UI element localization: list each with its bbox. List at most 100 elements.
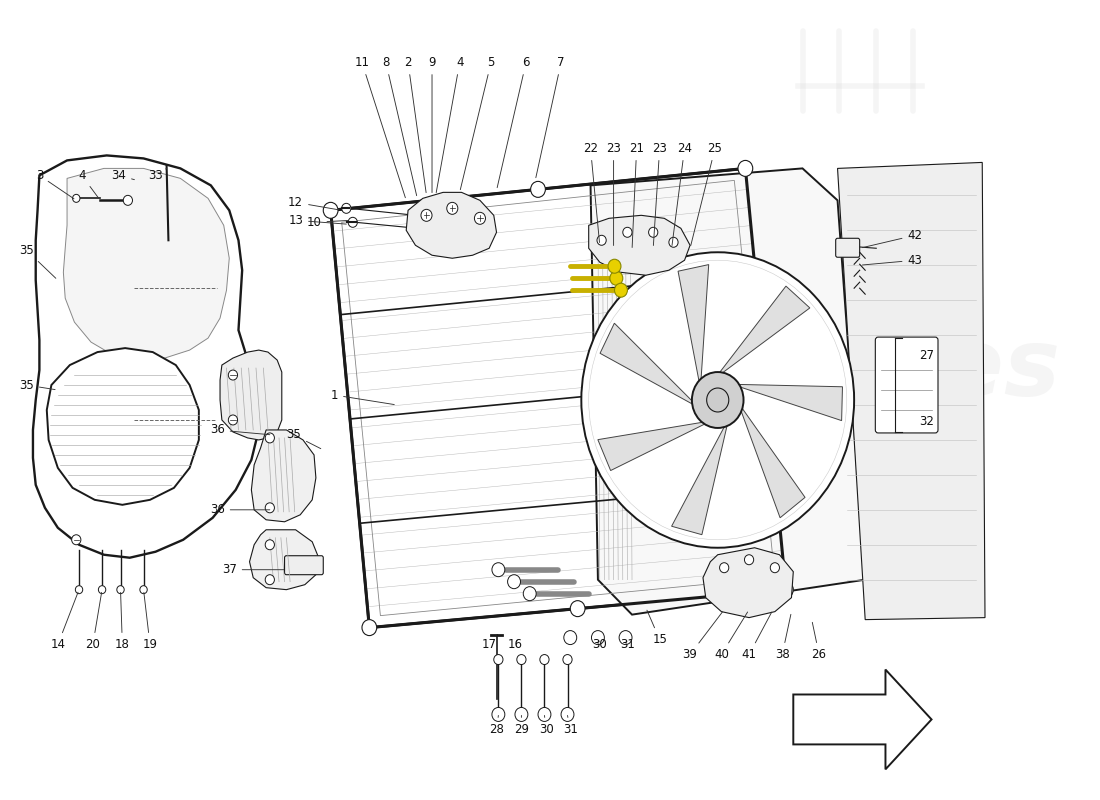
Circle shape <box>265 574 274 585</box>
Circle shape <box>779 582 793 598</box>
Text: 25: 25 <box>691 142 723 246</box>
Text: 4: 4 <box>78 169 99 198</box>
Circle shape <box>564 630 576 645</box>
Text: 32: 32 <box>920 415 934 429</box>
Text: 35: 35 <box>19 244 56 278</box>
Circle shape <box>362 620 376 635</box>
Polygon shape <box>715 286 810 378</box>
Text: 3: 3 <box>35 169 74 198</box>
Circle shape <box>538 707 551 722</box>
Polygon shape <box>732 384 843 421</box>
Circle shape <box>447 202 458 214</box>
Text: 7: 7 <box>536 56 564 178</box>
Circle shape <box>229 370 238 380</box>
Circle shape <box>507 574 520 589</box>
Text: 28: 28 <box>490 715 504 736</box>
Polygon shape <box>33 155 258 558</box>
Polygon shape <box>672 418 728 534</box>
Text: 21: 21 <box>629 142 645 247</box>
Circle shape <box>706 388 729 412</box>
Circle shape <box>524 586 536 601</box>
Circle shape <box>229 415 238 425</box>
Circle shape <box>349 218 358 227</box>
Polygon shape <box>600 323 698 407</box>
Circle shape <box>615 283 627 297</box>
Text: 33: 33 <box>148 169 166 182</box>
Circle shape <box>73 194 80 202</box>
Circle shape <box>323 202 338 218</box>
Text: 37: 37 <box>222 563 284 576</box>
Text: 14: 14 <box>51 592 78 651</box>
Circle shape <box>619 630 632 645</box>
Circle shape <box>563 654 572 665</box>
Circle shape <box>140 586 147 594</box>
Circle shape <box>597 235 606 246</box>
Circle shape <box>609 271 623 285</box>
Text: 42: 42 <box>862 229 923 248</box>
Text: 39: 39 <box>683 612 723 661</box>
Text: 30: 30 <box>539 715 553 736</box>
Text: EuroSp ces: EuroSp ces <box>472 324 1059 416</box>
Circle shape <box>561 707 574 722</box>
Circle shape <box>623 227 632 238</box>
Circle shape <box>72 534 81 545</box>
Circle shape <box>540 654 549 665</box>
Circle shape <box>692 372 744 428</box>
Text: 22: 22 <box>583 142 600 242</box>
Text: 31: 31 <box>620 638 635 651</box>
Text: 13: 13 <box>288 214 346 227</box>
FancyBboxPatch shape <box>285 556 323 574</box>
Text: 5: 5 <box>460 56 495 190</box>
FancyBboxPatch shape <box>876 337 938 433</box>
Polygon shape <box>252 430 316 522</box>
Circle shape <box>421 210 432 222</box>
Circle shape <box>515 707 528 722</box>
Text: 1085: 1085 <box>927 411 972 429</box>
Circle shape <box>265 503 274 513</box>
Text: 27: 27 <box>920 349 934 362</box>
Circle shape <box>649 227 658 238</box>
Circle shape <box>592 630 604 645</box>
Text: 6: 6 <box>497 56 530 188</box>
Polygon shape <box>220 350 282 440</box>
Circle shape <box>530 182 546 198</box>
Text: 40: 40 <box>714 612 748 661</box>
Polygon shape <box>738 402 805 518</box>
Polygon shape <box>250 530 319 590</box>
Text: a passion for parts: a passion for parts <box>459 494 796 586</box>
Text: 23: 23 <box>652 142 667 246</box>
Circle shape <box>492 562 505 577</box>
Text: 11: 11 <box>354 56 406 198</box>
Text: 26: 26 <box>812 622 826 661</box>
Text: 8: 8 <box>383 56 417 196</box>
Circle shape <box>581 252 854 548</box>
Text: 17: 17 <box>482 634 497 651</box>
Text: 36: 36 <box>210 423 270 437</box>
Text: 34: 34 <box>111 169 134 182</box>
Text: 29: 29 <box>514 715 529 736</box>
Text: 15: 15 <box>647 610 667 646</box>
Text: 12: 12 <box>288 196 339 210</box>
Text: 30: 30 <box>593 638 607 651</box>
Polygon shape <box>591 169 866 614</box>
Polygon shape <box>703 548 793 618</box>
Polygon shape <box>588 215 690 275</box>
Circle shape <box>517 654 526 665</box>
Text: 18: 18 <box>114 593 130 651</box>
Text: 36: 36 <box>210 503 270 516</box>
Text: 24: 24 <box>672 142 692 246</box>
Circle shape <box>570 601 585 617</box>
Circle shape <box>117 586 124 594</box>
Polygon shape <box>331 169 785 628</box>
Text: 20: 20 <box>86 593 101 651</box>
Text: 16: 16 <box>507 638 522 651</box>
Text: 31: 31 <box>563 715 578 736</box>
Circle shape <box>669 238 678 247</box>
Text: 41: 41 <box>741 612 772 661</box>
Text: 4: 4 <box>437 56 463 193</box>
Polygon shape <box>597 421 712 470</box>
Text: 23: 23 <box>606 142 621 246</box>
Circle shape <box>75 586 82 594</box>
Text: 1: 1 <box>331 389 394 405</box>
Circle shape <box>265 433 274 443</box>
